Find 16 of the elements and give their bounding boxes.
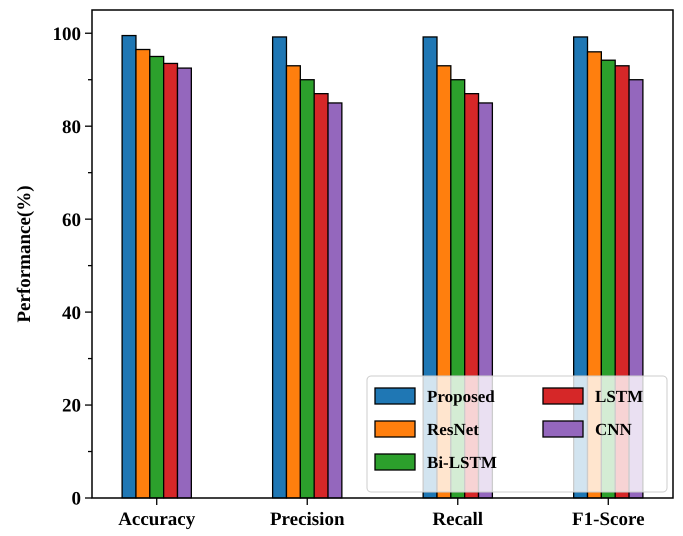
x-tick-label: Accuracy (118, 509, 196, 530)
y-tick-label: 60 (62, 210, 81, 231)
legend-label: Proposed (427, 386, 496, 406)
x-tick-label: Recall (432, 509, 484, 530)
x-tick-label: Precision (270, 509, 345, 530)
y-tick-label: 40 (62, 302, 81, 324)
y-tick-label: 80 (62, 116, 81, 138)
x-tick-label: F1-Score (572, 509, 645, 530)
legend-label: CNN (595, 420, 633, 439)
y-tick-label: 100 (52, 24, 81, 45)
y-tick-label: 20 (62, 396, 81, 417)
y-tick-label: 0 (72, 488, 81, 510)
legend-label: Bi-LSTM (427, 452, 497, 472)
y-axis-title: Performance(%) (14, 185, 35, 323)
legend-label: LSTM (595, 386, 644, 406)
legend-label: ResNet (427, 420, 480, 439)
